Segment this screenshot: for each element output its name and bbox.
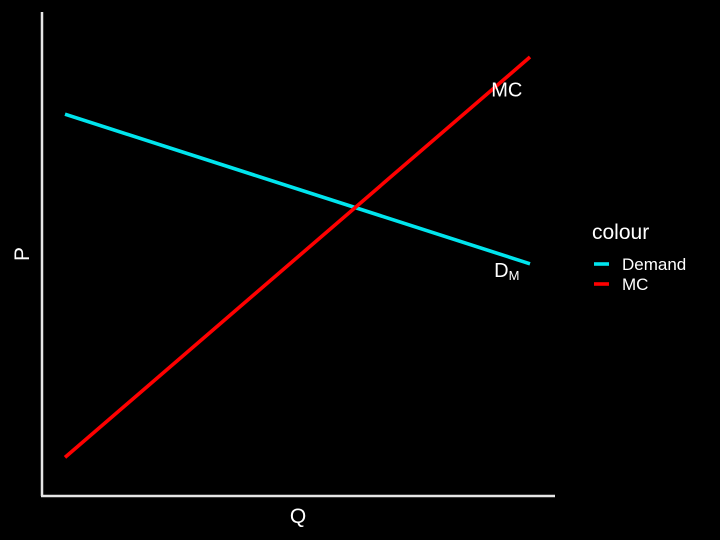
curve-labels: MC DM — [491, 80, 522, 283]
legend-label-demand: Demand — [622, 255, 686, 274]
y-axis-title: P — [11, 247, 34, 261]
curve-label-demand: DM — [494, 260, 519, 283]
curve-label-mc: MC — [491, 80, 522, 102]
legend-title: colour — [592, 221, 649, 244]
series-line-demand — [64, 112, 531, 266]
legend-label-mc: MC — [622, 275, 648, 294]
series-line-mc — [63, 55, 532, 459]
plot-area — [63, 55, 532, 459]
x-axis-title: Q — [290, 505, 306, 528]
